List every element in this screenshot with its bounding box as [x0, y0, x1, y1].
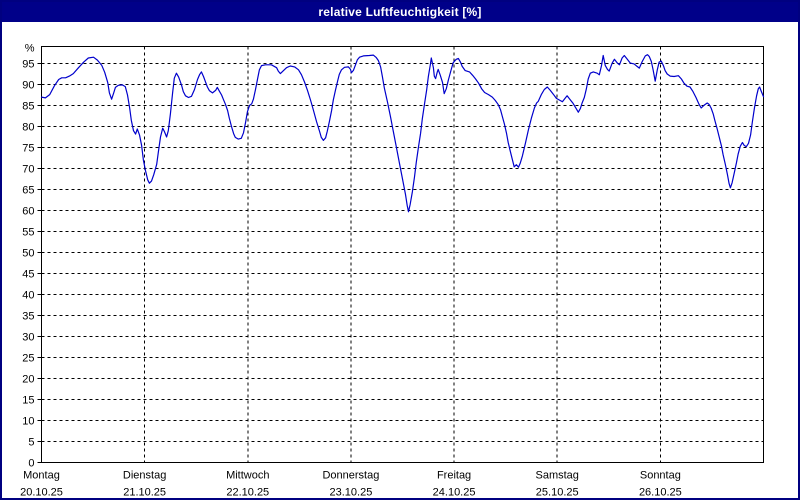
x-date-label: 21.10.25	[123, 487, 166, 499]
gridlines	[41, 46, 764, 463]
y-axis-labels: 0 5 10 15 20 25 30 35 40 45 50 55 60 65 70 75 80 85 90 95%	[22, 43, 34, 470]
y-tick-label: 15	[22, 395, 34, 407]
y-tick-label: 5	[28, 437, 34, 449]
y-tick-label: 90	[22, 80, 34, 92]
x-day-label: Mittwoch	[226, 470, 269, 482]
y-tick-label: 65	[22, 185, 34, 197]
y-tick-label: 60	[22, 206, 34, 218]
x-date-label: 22.10.25	[226, 487, 269, 499]
y-tick-label: 0	[28, 458, 34, 470]
x-day-label: Donnerstag	[322, 470, 379, 482]
y-tick-label: 55	[22, 227, 34, 239]
y-tick-label: 30	[22, 332, 34, 344]
x-day-label: Dienstag	[123, 470, 166, 482]
y-axis-unit-label: %	[25, 43, 35, 55]
y-tick-label: 10	[22, 416, 34, 428]
x-day-label: Samstag	[536, 470, 579, 482]
y-tick-label: 45	[22, 269, 34, 281]
x-date-label: 23.10.25	[330, 487, 373, 499]
x-day-label: Sonntag	[640, 470, 681, 482]
y-tick-label: 75	[22, 143, 34, 155]
x-day-label: Freitag	[437, 470, 471, 482]
x-axis-labels: Montag 20.10.25 Dienstag 21.10.25 Mittwoch 22…	[20, 470, 682, 499]
x-date-label: 25.10.25	[536, 487, 579, 499]
x-date-label: 26.10.25	[639, 487, 682, 499]
y-tick-label: 35	[22, 311, 34, 323]
title-bar: relative Luftfeuchtigkeit [%]	[2, 2, 798, 22]
y-tick-label: 40	[22, 290, 34, 302]
y-axis-ticks	[37, 63, 42, 463]
x-date-label: 24.10.25	[433, 487, 476, 499]
y-tick-label: 50	[22, 248, 34, 260]
humidity-line-chart: 0 5 10 15 20 25 30 35 40 45 50 55 60 65 70 75 80 85 90 95% M…	[20, 43, 765, 499]
y-tick-label: 25	[22, 353, 34, 365]
chart-title: relative Luftfeuchtigkeit [%]	[318, 5, 482, 19]
y-tick-label: 70	[22, 164, 34, 176]
y-tick-label: 85	[22, 101, 34, 113]
x-date-label: 20.10.25	[20, 487, 63, 499]
plot-border	[41, 46, 764, 463]
x-day-label: Montag	[23, 470, 60, 482]
humidity-line	[40, 54, 765, 213]
y-tick-label: 20	[22, 374, 34, 386]
chart-area: 0 5 10 15 20 25 30 35 40 45 50 55 60 65 70 75 80 85 90 95% M…	[2, 22, 798, 498]
y-tick-label: 80	[22, 122, 34, 134]
y-tick-label: 95	[22, 59, 34, 71]
